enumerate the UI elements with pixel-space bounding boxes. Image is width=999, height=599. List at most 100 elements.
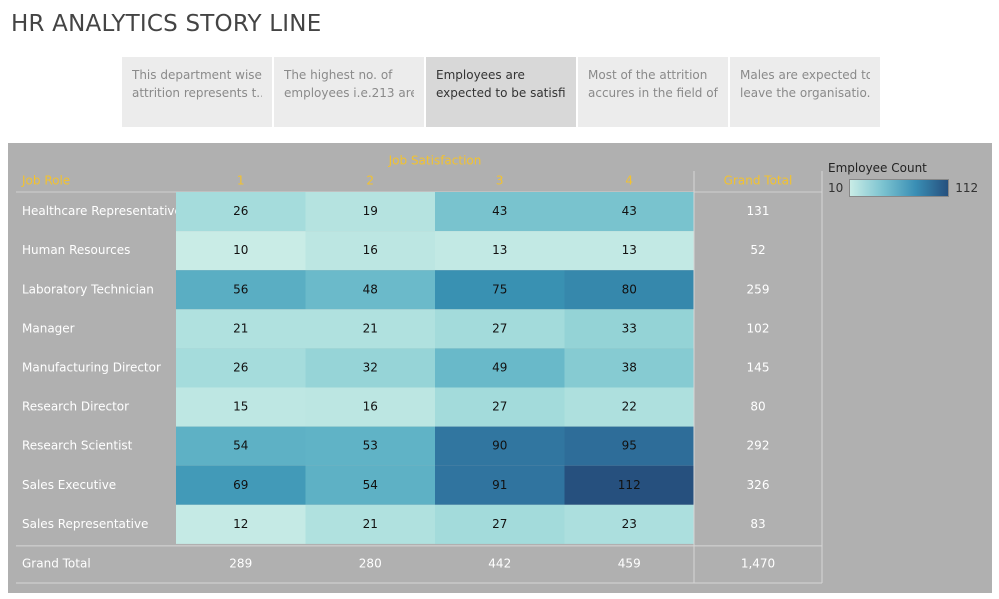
story-navigator: This department wise attrition represent… (122, 57, 882, 127)
heatmap-cell (176, 231, 306, 271)
cell-value-label: 54 (233, 439, 248, 453)
cell-value-label: 10 (233, 243, 248, 257)
heatmap-cell (435, 270, 565, 310)
color-legend: Employee Count 10 112 (828, 161, 978, 197)
row-label: Laboratory Technician (22, 282, 154, 296)
heatmap-cell (564, 465, 694, 505)
heatmap-cell (305, 465, 435, 505)
cell-value-label: 38 (622, 360, 637, 374)
story-point-text: Males are expected to (740, 68, 870, 82)
cell-value-label: 27 (492, 400, 507, 414)
row-label: Human Resources (22, 243, 130, 257)
story-point-text: employees i.e.213 are.. (284, 86, 414, 100)
heatmap-cell (564, 348, 694, 388)
cell-value-label: 27 (492, 321, 507, 335)
heatmap-cell (564, 192, 694, 232)
cell-value-label: 26 (233, 204, 248, 218)
cell-value-label: 21 (233, 321, 248, 335)
story-point-1[interactable]: This department wise attrition represent… (122, 57, 272, 127)
heatmap-cell (435, 231, 565, 271)
cell-value-label: 12 (233, 517, 248, 531)
story-point-text: Employees are (436, 68, 525, 82)
cell-value-label: 27 (492, 517, 507, 531)
legend-color-ramp (849, 179, 950, 197)
heatmap-cell (564, 231, 694, 271)
grand-total-row-label: Grand Total (22, 556, 91, 570)
row-header-label: Job Role (21, 174, 70, 188)
legend-title: Employee Count (828, 161, 927, 175)
heatmap-cell (305, 309, 435, 349)
row-label: Healthcare Representative (22, 204, 182, 218)
column-total-label: 280 (359, 556, 382, 570)
cell-value-label: 21 (363, 321, 378, 335)
cell-value-label: 22 (622, 400, 637, 414)
cell-value-label: 80 (622, 282, 637, 296)
heatmap-cell (564, 309, 694, 349)
row-total-label: 145 (747, 360, 770, 374)
cell-value-label: 56 (233, 282, 248, 296)
cell-value-label: 48 (363, 282, 378, 296)
page-title: HR ANALYTICS STORY LINE (11, 11, 322, 37)
cell-value-label: 95 (622, 439, 637, 453)
column-header-label: Job Satisfaction (388, 154, 482, 168)
dashboard-panel: Job Satisfaction Job Role 1 2 3 4 Grand Total H… (8, 143, 992, 593)
heatmap-cell (564, 387, 694, 427)
column-total-label: 442 (488, 556, 511, 570)
heatmap-cell (176, 192, 306, 232)
cell-value-label: 90 (492, 439, 507, 453)
story-point-text: attrition represents t.. (132, 86, 262, 100)
column-label: 1 (237, 174, 245, 188)
heatmap-cell (305, 426, 435, 466)
row-label: Research Scientist (22, 439, 133, 453)
story-point-text: expected to be satisfi.. (436, 86, 566, 100)
heatmap-cell (176, 270, 306, 310)
heatmap-cell (176, 504, 306, 544)
cell-value-label: 21 (363, 517, 378, 531)
cell-value-label: 16 (363, 243, 378, 257)
heatmap-cell (176, 387, 306, 427)
heatmap-cell (435, 348, 565, 388)
column-label: 3 (496, 174, 504, 188)
column-label: 2 (366, 174, 374, 188)
story-point-3[interactable]: Employees are expected to be satisfi.. (426, 57, 576, 127)
row-total-label: 52 (750, 243, 765, 257)
column-label: 4 (625, 174, 633, 188)
cell-value-label: 26 (233, 360, 248, 374)
heatmap-cell (305, 348, 435, 388)
story-point-5[interactable]: Males are expected to leave the organisa… (730, 57, 880, 127)
cell-value-label: 53 (363, 439, 378, 453)
story-point-text: Most of the attrition (588, 68, 708, 82)
column-total-label: 459 (618, 556, 641, 570)
row-total-label: 80 (750, 400, 765, 414)
story-point-text: The highest no. of (284, 68, 393, 82)
story-point-2[interactable]: The highest no. of employees i.e.213 are… (274, 57, 424, 127)
cell-value-label: 75 (492, 282, 507, 296)
cell-value-label: 32 (363, 360, 378, 374)
heatmap-cell (176, 309, 306, 349)
story-point-text: accures in the field of .. (588, 86, 718, 100)
heatmap-cell (564, 270, 694, 310)
heatmap-cell (564, 504, 694, 544)
heatmap-cell (305, 192, 435, 232)
row-label: Manufacturing Director (22, 360, 161, 374)
cell-value-label: 15 (233, 400, 248, 414)
story-point-4[interactable]: Most of the attrition accures in the fie… (578, 57, 728, 127)
heatmap-cell (435, 465, 565, 505)
row-label: Sales Representative (22, 517, 148, 531)
heatmap-cell (435, 504, 565, 544)
cell-value-label: 91 (492, 478, 507, 492)
cell-value-label: 112 (618, 478, 641, 492)
heatmap-cell (435, 192, 565, 232)
column-total-label: 289 (229, 556, 252, 570)
heatmap-cell (305, 387, 435, 427)
cell-value-label: 23 (622, 517, 637, 531)
heatmap-cell (176, 465, 306, 505)
heatmap-cell (305, 504, 435, 544)
grand-total-column-label: Grand Total (724, 174, 793, 188)
cell-value-label: 69 (233, 478, 248, 492)
row-total-label: 259 (747, 282, 770, 296)
legend-max-label: 112 (955, 181, 979, 195)
heatmap-cell (435, 426, 565, 466)
story-point-text: This department wise (132, 68, 262, 82)
